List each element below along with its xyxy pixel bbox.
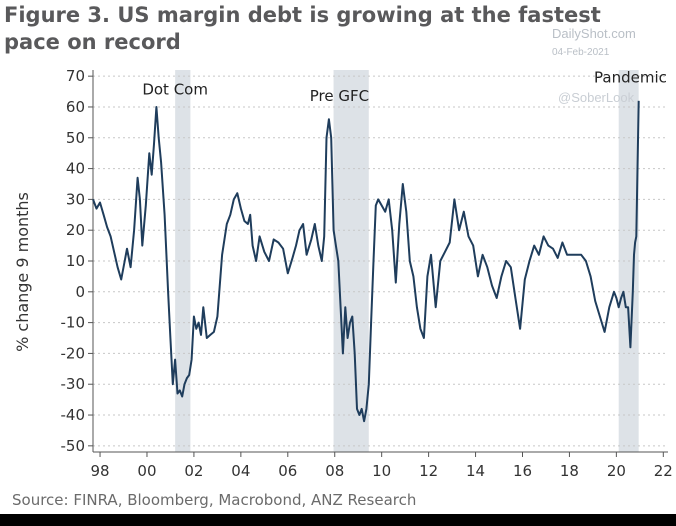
watermark-handle: @SoberLook (558, 90, 635, 105)
annotation-pre-gfc: Pre GFC (310, 87, 369, 105)
series-group (92, 100, 640, 423)
x-tick-label: 12 (419, 462, 438, 480)
x-tick-label: 02 (184, 462, 203, 480)
x-tick-label: 98 (90, 462, 109, 480)
y-axis-label: % change 9 months (13, 192, 32, 352)
y-tick-label: 40 (66, 160, 85, 178)
watermark: DailyShot.com 04-Feb-2021 (552, 26, 636, 58)
x-tick-label: 08 (325, 462, 344, 480)
y-tick-label: -50 (61, 437, 86, 455)
annotation-dot-com: Dot Com (142, 81, 208, 99)
line-chart: -50 -40 -30 -20 -10 0 10 20 30 40 50 60 70 98 00 02 04 06… (13, 67, 673, 480)
y-tick-label: -30 (61, 375, 86, 393)
chart-title-line-2: pace on record (4, 30, 181, 54)
x-tick-label: 04 (231, 462, 250, 480)
watermark-date: 04-Feb-2021 (552, 47, 610, 58)
y-tick-label: 20 (66, 221, 85, 239)
gridlines (93, 75, 668, 447)
series-line-0 (92, 100, 640, 423)
y-tick-label: 30 (66, 190, 85, 208)
shaded-period-0 (175, 70, 191, 452)
y-tick-label: 60 (66, 98, 85, 116)
y-tick-label: 70 (66, 67, 85, 85)
annotations: Dot Com Pre GFC Pandemic (142, 68, 667, 104)
axes: -50 -40 -30 -20 -10 0 10 20 30 40 50 60 70 98 00 02 04 06… (61, 67, 673, 480)
x-tick-label: 10 (372, 462, 391, 480)
y-tick-label: -20 (61, 344, 86, 362)
source-note: Source: FINRA, Bloomberg, Macrobond, ANZ… (12, 491, 417, 509)
x-tick-label: 18 (560, 462, 579, 480)
y-tick-label: 50 (66, 129, 85, 147)
chart-title: Figure 3. US margin debt is growing at t… (4, 2, 601, 56)
bottom-bar (0, 514, 676, 526)
y-tick-label: 10 (66, 252, 85, 270)
x-tick-label: 06 (278, 462, 297, 480)
annotation-pandemic: Pandemic (594, 68, 667, 86)
x-tick-label: 00 (137, 462, 156, 480)
y-tick-label: 0 (75, 283, 85, 301)
chart-title-line-1: Figure 3. US margin debt is growing at t… (4, 3, 601, 27)
y-tick-label: -10 (61, 314, 86, 332)
y-tick-label: -40 (61, 406, 86, 424)
x-tick-label: 22 (654, 462, 673, 480)
x-tick-label: 14 (466, 462, 485, 480)
x-tick-label: 20 (607, 462, 626, 480)
watermark-site: DailyShot.com (552, 26, 636, 41)
x-tick-label: 16 (513, 462, 532, 480)
